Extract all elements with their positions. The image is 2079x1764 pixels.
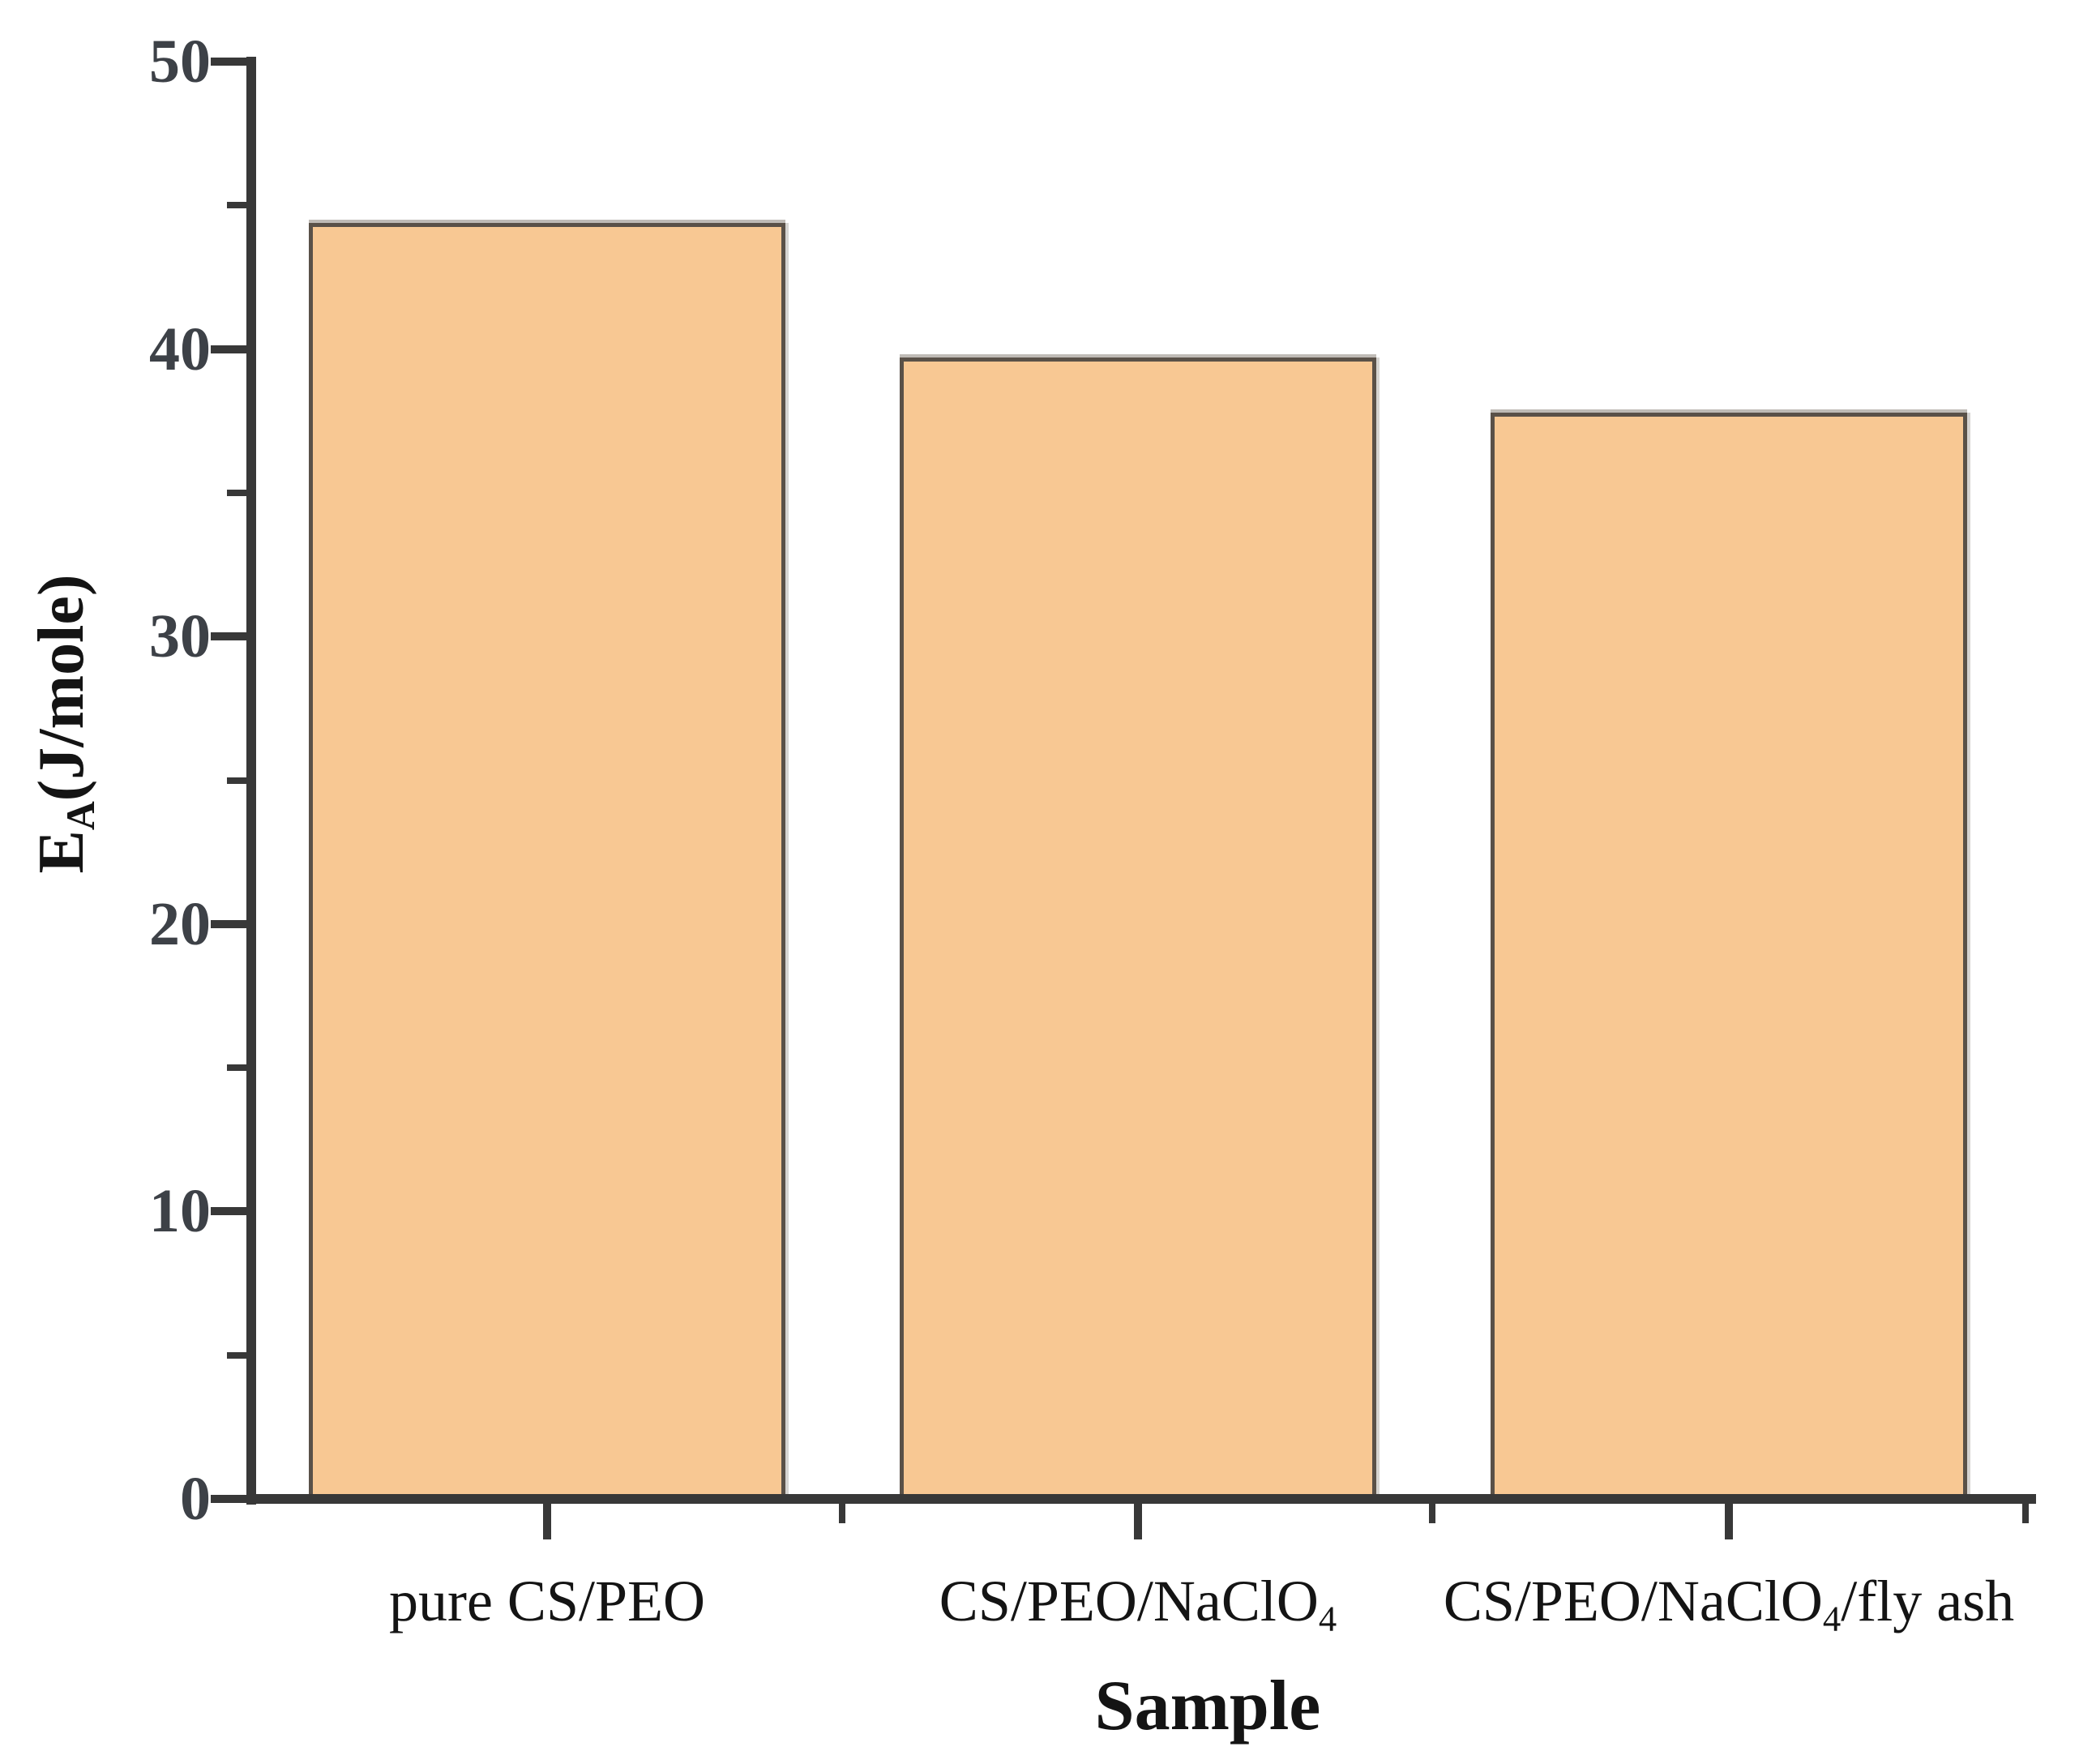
category-label: CS/PEO/NaClO4/fly ash bbox=[1444, 1565, 2014, 1655]
y-tick-label: 30 bbox=[149, 602, 211, 671]
x-major-tick bbox=[543, 1504, 551, 1539]
x-major-tick bbox=[1725, 1504, 1733, 1539]
x-minor-tick bbox=[839, 1504, 845, 1523]
bar bbox=[900, 358, 1376, 1499]
y-major-tick bbox=[211, 345, 246, 353]
label-text: E bbox=[26, 830, 98, 874]
y-major-tick bbox=[211, 58, 246, 66]
y-major-tick bbox=[211, 1495, 246, 1503]
category-label: pure CS/PEO bbox=[389, 1565, 705, 1638]
y-minor-tick bbox=[227, 1351, 246, 1359]
y-tick-label: 20 bbox=[149, 889, 211, 958]
y-minor-tick bbox=[227, 202, 246, 209]
subscript-text: A bbox=[58, 801, 103, 831]
category-label: CS/PEO/NaClO4 bbox=[939, 1565, 1337, 1655]
y-tick-label: 0 bbox=[180, 1465, 211, 1533]
subscript-text: 4 bbox=[1822, 1598, 1842, 1639]
label-text: pure CS/PEO bbox=[388, 1569, 706, 1633]
bar bbox=[309, 223, 785, 1499]
label-text: CS/PEO/NaClO bbox=[939, 1569, 1319, 1633]
y-major-tick bbox=[211, 632, 246, 641]
y-tick-label: 50 bbox=[149, 28, 211, 96]
x-major-tick bbox=[1134, 1504, 1142, 1539]
y-major-tick bbox=[211, 919, 246, 928]
y-tick-label: 40 bbox=[149, 315, 211, 383]
y-minor-tick bbox=[227, 489, 246, 496]
bar bbox=[1491, 413, 1967, 1499]
x-minor-tick bbox=[2022, 1504, 2029, 1523]
label-text: /fly ash bbox=[1841, 1569, 2015, 1633]
x-axis-title: Sample bbox=[1094, 1667, 1321, 1745]
y-axis-line bbox=[246, 57, 256, 1505]
x-minor-tick bbox=[1429, 1504, 1435, 1523]
subscript-text: 4 bbox=[1318, 1598, 1337, 1639]
y-major-tick bbox=[211, 1207, 246, 1216]
x-axis-line bbox=[246, 1494, 2036, 1504]
y-minor-tick bbox=[227, 1064, 246, 1072]
label-text: CS/PEO/NaClO bbox=[1443, 1569, 1823, 1633]
y-minor-tick bbox=[227, 777, 246, 784]
y-tick-label: 10 bbox=[149, 1177, 211, 1246]
